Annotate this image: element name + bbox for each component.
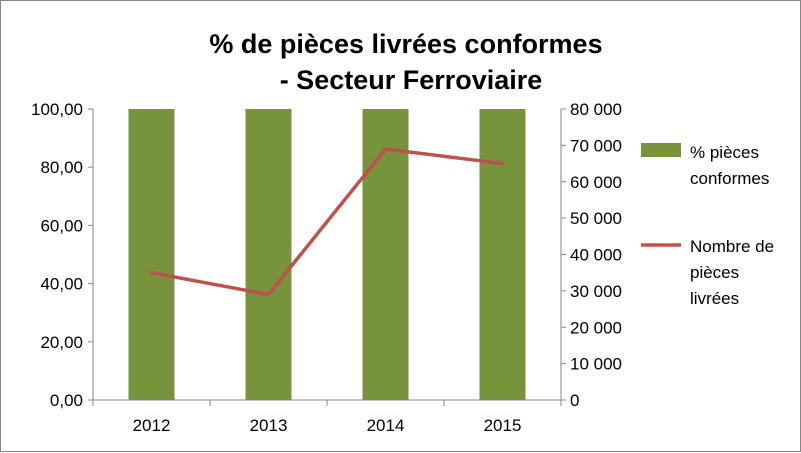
x-tick-label: 2014 <box>367 416 405 435</box>
bar-2015 <box>479 109 526 400</box>
y-left-tick-label: 0,00 <box>50 391 83 410</box>
y-left-tick-label: 100,00 <box>31 100 83 119</box>
legend-label-conformes: % pièces <box>690 143 759 162</box>
bar-2013 <box>245 109 292 400</box>
x-tick-label: 2013 <box>250 416 288 435</box>
legend-label-nombre: pièces <box>690 263 739 282</box>
y-right-tick-label: 70 000 <box>570 136 622 155</box>
chart-title: % de pièces livrées conformes - Secteur … <box>209 29 602 95</box>
y-right-tick-label: 40 000 <box>570 246 622 265</box>
line-point-2014 <box>384 147 387 151</box>
line-series-nombre-de-pieces <box>149 147 505 297</box>
plot-area: 0,00 20,00 40,00 60,00 80,00 100,00 0 10 000 20 … <box>31 100 622 435</box>
line-point-2012 <box>150 271 153 275</box>
y-right-tick-label: 30 000 <box>570 282 622 301</box>
x-tick-label: 2012 <box>133 416 171 435</box>
y-left-tick-label: 40,00 <box>40 275 83 294</box>
chart-title-line-1: % de pièces livrées conformes <box>209 29 602 59</box>
y-right-tick-label: 60 000 <box>570 173 622 192</box>
legend-swatch-conformes <box>641 143 681 157</box>
y-left-tick-label: 60,00 <box>40 216 83 235</box>
x-tick-label: 2015 <box>484 416 522 435</box>
y-right-tick-label: 50 000 <box>570 209 622 228</box>
line-point-2015 <box>501 162 504 166</box>
y-right-tick-label: 80 000 <box>570 100 622 119</box>
bar-2012 <box>128 109 175 400</box>
chart-title-line-2: - Secteur Ferroviaire <box>280 65 543 95</box>
y-right-tick-label: 0 <box>570 391 579 410</box>
y-right-tick-label: 10 000 <box>570 355 622 374</box>
bar-2014 <box>362 109 409 400</box>
legend-label-nombre: livrées <box>690 289 739 308</box>
y-left-tick-label: 80,00 <box>40 158 83 177</box>
line-point-2013 <box>267 293 270 297</box>
legend-label-conformes: conformes <box>690 169 769 188</box>
legend-label-nombre: Nombre de <box>690 237 774 256</box>
legend: % pièces conformes Nombre de pièces livrées <box>641 143 774 308</box>
y-right-tick-label: 20 000 <box>570 318 622 337</box>
y-left-tick-label: 20,00 <box>40 333 83 352</box>
